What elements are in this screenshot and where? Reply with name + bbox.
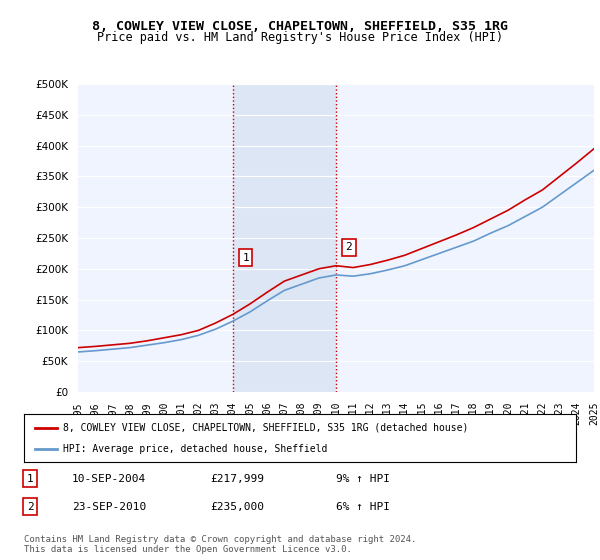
Text: Price paid vs. HM Land Registry's House Price Index (HPI): Price paid vs. HM Land Registry's House … bbox=[97, 31, 503, 44]
Text: 8, COWLEY VIEW CLOSE, CHAPELTOWN, SHEFFIELD, S35 1RG (detached house): 8, COWLEY VIEW CLOSE, CHAPELTOWN, SHEFFI… bbox=[62, 423, 468, 433]
Text: 9% ↑ HPI: 9% ↑ HPI bbox=[336, 474, 390, 484]
Text: 6% ↑ HPI: 6% ↑ HPI bbox=[336, 502, 390, 512]
Text: 10-SEP-2004: 10-SEP-2004 bbox=[72, 474, 146, 484]
Text: £217,999: £217,999 bbox=[210, 474, 264, 484]
Text: 23-SEP-2010: 23-SEP-2010 bbox=[72, 502, 146, 512]
Bar bbox=[233, 84, 336, 392]
Text: 2: 2 bbox=[26, 502, 34, 512]
Text: 8, COWLEY VIEW CLOSE, CHAPELTOWN, SHEFFIELD, S35 1RG: 8, COWLEY VIEW CLOSE, CHAPELTOWN, SHEFFI… bbox=[92, 20, 508, 32]
Text: Contains HM Land Registry data © Crown copyright and database right 2024.
This d: Contains HM Land Registry data © Crown c… bbox=[24, 535, 416, 554]
Text: HPI: Average price, detached house, Sheffield: HPI: Average price, detached house, Shef… bbox=[62, 444, 327, 454]
Text: 1: 1 bbox=[26, 474, 34, 484]
Text: 2: 2 bbox=[346, 242, 352, 252]
Text: 1: 1 bbox=[242, 253, 249, 263]
Text: £235,000: £235,000 bbox=[210, 502, 264, 512]
